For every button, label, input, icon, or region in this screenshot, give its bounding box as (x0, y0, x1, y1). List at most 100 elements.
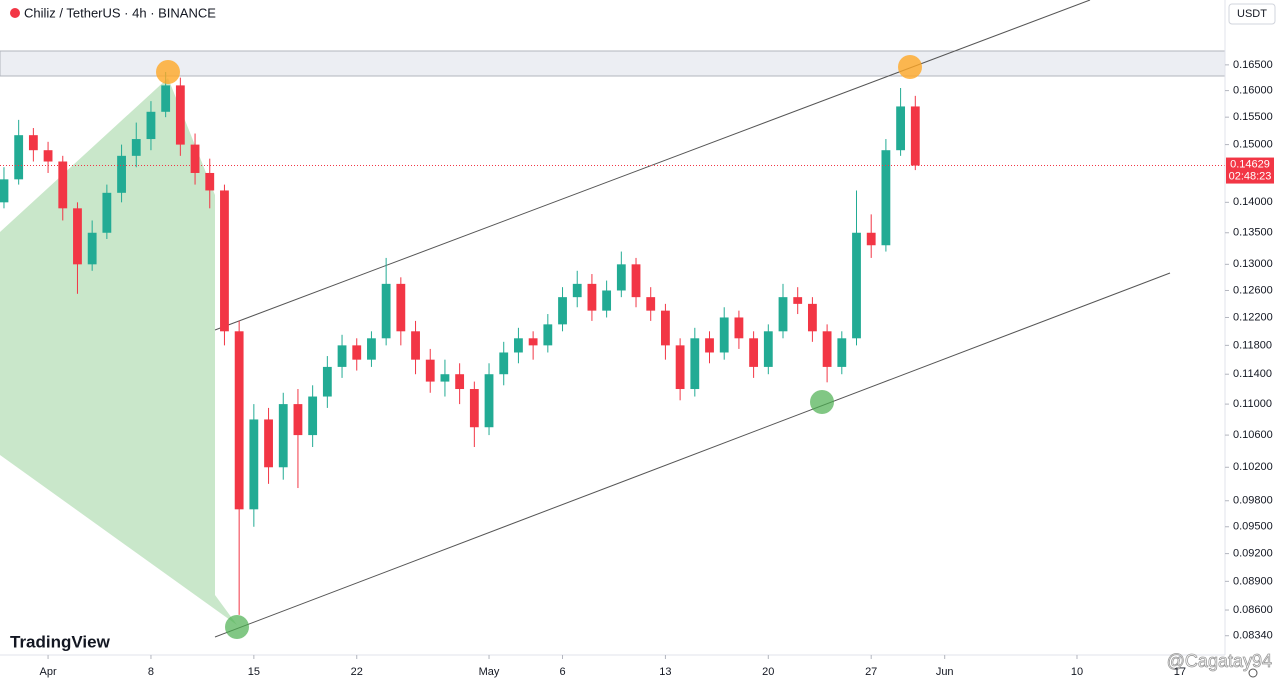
candle-body (102, 192, 112, 233)
candle-body (308, 396, 318, 436)
candle-body (661, 310, 670, 346)
candle-body (73, 208, 82, 265)
candle-body (396, 283, 406, 332)
x-tick-label: 20 (762, 666, 774, 678)
candle-body (0, 179, 9, 203)
candle-body (425, 359, 435, 382)
y-tick-label: 0.15500 (1233, 111, 1273, 123)
candle-body (793, 297, 803, 304)
candle-body (234, 331, 244, 510)
candle-body (866, 232, 876, 246)
y-tick-label: 0.16000 (1233, 85, 1273, 97)
x-tick-label: 27 (865, 666, 877, 678)
candle-body (763, 331, 773, 367)
x-tick-label: 22 (351, 666, 363, 678)
settings-icon[interactable] (1248, 668, 1258, 678)
y-tick-label: 0.15000 (1233, 139, 1273, 151)
x-tick-label: 17 (1174, 666, 1186, 678)
pattern-fill (0, 78, 237, 625)
candle-body (205, 172, 215, 191)
candle-body (411, 331, 420, 360)
candle-body (14, 135, 24, 180)
candle-body (249, 419, 259, 510)
candle-body (278, 404, 288, 468)
candle-body (528, 338, 538, 346)
x-tick-label: 6 (559, 666, 565, 678)
candle-body (131, 139, 141, 156)
candle-body (558, 297, 567, 325)
candle-body (381, 283, 391, 339)
candle-body (749, 338, 759, 367)
candle-body (337, 345, 347, 367)
candle-body (87, 232, 97, 265)
candle-body (514, 338, 523, 353)
y-tick-label: 0.11400 (1233, 368, 1272, 380)
countdown: 02:48:23 (1229, 170, 1272, 182)
logo: TradingView (10, 632, 111, 651)
bottom-marker (810, 390, 834, 414)
candle-body (469, 389, 479, 428)
y-tick-label: 0.10600 (1233, 429, 1273, 441)
price-label-bg (1226, 157, 1274, 184)
candle-body (719, 317, 729, 353)
candle-body (896, 106, 906, 151)
y-tick-label: 0.11800 (1233, 339, 1272, 351)
x-tick-label: 8 (148, 666, 154, 678)
top-marker (898, 55, 922, 79)
candle-body (220, 190, 229, 332)
y-tick-label: 0.09500 (1233, 521, 1273, 533)
candle-body (499, 352, 509, 375)
candle-body (455, 374, 465, 390)
candle-body (602, 290, 612, 311)
y-tick-label: 0.16500 (1233, 59, 1273, 71)
chart-title: Chiliz / TetherUS · 4h · BINANCE (24, 5, 216, 20)
candle-body (190, 144, 200, 173)
bottom-marker (225, 615, 249, 639)
candle-body (881, 150, 891, 246)
candle-body (146, 111, 156, 140)
candle-body (778, 297, 788, 332)
candle-body (572, 283, 582, 298)
candle-body (264, 419, 273, 468)
candle-body (675, 345, 685, 390)
x-tick-label: 10 (1071, 666, 1083, 678)
y-tick-label: 0.14000 (1233, 196, 1273, 208)
candle-body (734, 317, 744, 339)
candle-body (822, 331, 832, 367)
y-tick-label: 0.11000 (1233, 398, 1272, 410)
candle-body (837, 338, 847, 367)
candle-body (440, 374, 450, 382)
currency-button[interactable] (1228, 3, 1276, 25)
y-tick-label: 0.10200 (1233, 461, 1273, 473)
candle-body (117, 155, 126, 193)
candle-body (587, 283, 597, 311)
candle-body (322, 366, 332, 397)
y-tick-label: 0.12600 (1233, 284, 1273, 296)
x-tick-label: May (479, 666, 500, 678)
candle-body (646, 297, 656, 311)
symbol-icon (10, 8, 20, 18)
x-tick-label: Jun (936, 666, 954, 678)
candle-body (910, 106, 920, 166)
candle-body (175, 85, 185, 145)
candle-body (484, 374, 494, 428)
y-tick-label: 0.08600 (1233, 604, 1273, 616)
channel-lower (214, 272, 1171, 638)
x-tick-label: 13 (659, 666, 671, 678)
y-tick-label: 0.13000 (1233, 258, 1273, 270)
candle-body (807, 303, 817, 332)
price-label: 0.14629 (1230, 158, 1270, 170)
x-tick-label: Apr (40, 666, 57, 678)
candle-body (43, 150, 53, 162)
y-tick-label: 0.08340 (1233, 630, 1273, 642)
candle-body (161, 85, 171, 112)
candle-body (852, 232, 861, 339)
watermark: @Cagatay94 (1167, 651, 1272, 671)
candle-body (58, 161, 68, 209)
y-tick-label: 0.09800 (1233, 495, 1273, 507)
candle-body (616, 264, 626, 291)
currency-label[interactable]: USDT (1237, 8, 1267, 20)
y-tick-label: 0.08900 (1233, 575, 1273, 587)
top-marker (156, 60, 180, 84)
